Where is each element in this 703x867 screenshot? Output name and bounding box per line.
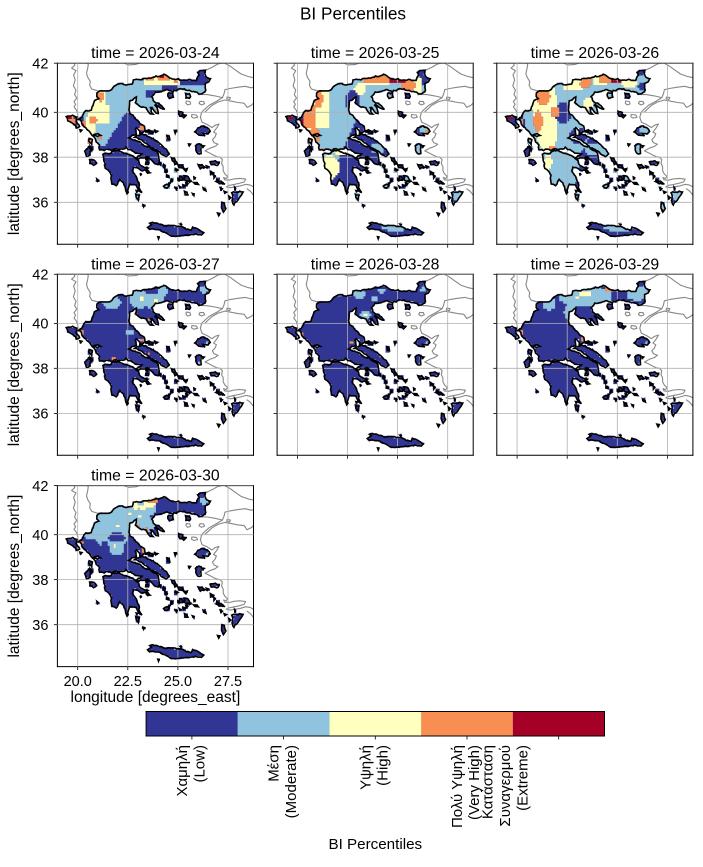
svg-text:38: 38: [32, 151, 48, 167]
svg-text:time = 2026-03-29: time = 2026-03-29: [531, 256, 660, 273]
svg-text:(Low): (Low): [191, 745, 208, 783]
svg-text:42: 42: [32, 268, 48, 284]
svg-text:(Very High): (Very High): [466, 745, 483, 820]
svg-text:longitude [degrees_east]: longitude [degrees_east]: [71, 689, 241, 706]
svg-text:Κατάσταση: Κατάσταση: [480, 745, 497, 819]
svg-text:latitude [degrees_north]: latitude [degrees_north]: [6, 495, 23, 658]
svg-text:Μέση: Μέση: [266, 745, 283, 782]
svg-text:20.0: 20.0: [64, 674, 92, 690]
svg-text:BI Percentiles: BI Percentiles: [300, 3, 406, 23]
svg-text:40: 40: [32, 317, 48, 333]
svg-text:time = 2026-03-24: time = 2026-03-24: [91, 45, 220, 62]
svg-text:Υψηλή: Υψηλή: [357, 745, 374, 790]
svg-text:BI Percentiles: BI Percentiles: [328, 836, 422, 853]
svg-text:latitude [degrees_north]: latitude [degrees_north]: [6, 283, 23, 446]
svg-text:time = 2026-03-25: time = 2026-03-25: [311, 45, 440, 62]
svg-text:42: 42: [32, 479, 48, 495]
svg-text:27.5: 27.5: [214, 674, 242, 690]
svg-text:time = 2026-03-26: time = 2026-03-26: [531, 45, 660, 62]
svg-text:time = 2026-03-28: time = 2026-03-28: [311, 256, 440, 273]
svg-text:Πολύ Υψηλή: Πολύ Υψηλή: [449, 745, 466, 828]
svg-text:38: 38: [32, 573, 48, 589]
svg-text:(Moderate): (Moderate): [283, 745, 300, 818]
svg-text:36: 36: [32, 407, 48, 423]
svg-text:36: 36: [32, 196, 48, 212]
svg-text:22.5: 22.5: [114, 674, 142, 690]
svg-text:40: 40: [32, 106, 48, 122]
svg-text:25.0: 25.0: [164, 674, 192, 690]
svg-text:(High): (High): [375, 745, 392, 786]
svg-text:38: 38: [32, 362, 48, 378]
svg-text:(Extreme): (Extreme): [514, 745, 531, 811]
svg-text:Χαμηλή: Χαμηλή: [174, 745, 191, 797]
svg-text:Συναγερμού: Συναγερμού: [497, 745, 514, 827]
svg-text:36: 36: [32, 618, 48, 634]
svg-text:time = 2026-03-30: time = 2026-03-30: [91, 468, 220, 485]
svg-text:40: 40: [32, 528, 48, 544]
svg-text:time = 2026-03-27: time = 2026-03-27: [91, 256, 220, 273]
svg-text:42: 42: [32, 57, 48, 73]
svg-text:latitude [degrees_north]: latitude [degrees_north]: [6, 72, 23, 235]
